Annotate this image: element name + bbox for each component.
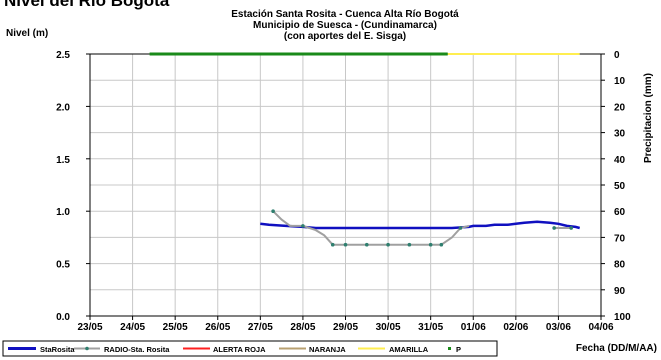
legend-label: P [456, 345, 461, 354]
y2-tick-label: 0 [614, 50, 620, 61]
radio-series-marker [364, 242, 369, 247]
y-tick-label: 1.5 [56, 155, 70, 166]
radio-series-marker [330, 242, 335, 247]
y-tick-label: 0.5 [56, 260, 70, 271]
chart-title-line-2: Municipio de Suesca - (Cundinamarca) [253, 20, 437, 31]
radio-series-marker [386, 242, 390, 247]
y2-tick-label: 80 [614, 260, 626, 271]
y-axis-label: Nivel (m) [6, 28, 48, 39]
radio-series-marker [343, 242, 348, 247]
y2-axis-label: Precipitacion (mm) [643, 73, 654, 163]
radio-series-marker [439, 242, 444, 247]
x-axis-ticks: 23/05 24/05 25/05 26/05 27/05 28/05 29/05 30/05… [77, 316, 614, 333]
chart-title-line-1: Estación Santa Rosita - Cuenca Alta Río … [231, 9, 459, 20]
right-axis-ticks: 0 10 20 30 40 50 60 70 80 90 100 [601, 50, 631, 323]
y2-tick-label: 40 [614, 155, 626, 166]
radio-series-marker [552, 226, 556, 230]
legend-swatch-p [448, 347, 451, 350]
radio-series-marker [407, 242, 412, 247]
x-tick-label: 23/05 [77, 322, 102, 333]
series-layer [149, 52, 581, 247]
y-tick-label: 0.0 [56, 312, 70, 323]
radio-series-marker [428, 242, 433, 247]
cut-off-heading-text: Nivel del Río Bogotá [4, 0, 170, 10]
chart-title-line-3: (con aportes del E. Sisga) [283, 31, 407, 42]
grid-lines [89, 53, 602, 317]
y2-tick-label: 50 [614, 181, 626, 192]
y2-tick-label: 60 [614, 207, 626, 218]
x-tick-label: 30/05 [376, 322, 401, 333]
y-tick-label: 2.0 [56, 102, 70, 113]
radio-series-marker [271, 209, 275, 213]
x-axis-label: Fecha (DD/M/AA) [576, 343, 657, 354]
radio-series-marker [458, 226, 463, 230]
legend-label: AMARILLA [389, 345, 429, 354]
y2-tick-label: 30 [614, 129, 626, 140]
x-tick-label: 25/05 [163, 322, 188, 333]
x-tick-label: 24/05 [120, 322, 145, 333]
x-tick-label: 29/05 [333, 322, 358, 333]
radio-series-marker [569, 226, 573, 230]
y2-tick-label: 70 [614, 233, 626, 244]
cut-off-heading: Nivel del Río Bogotá [0, 0, 200, 10]
y2-tick-label: 20 [614, 102, 626, 113]
chart-title: Estación Santa Rosita - Cuenca Alta Río … [150, 9, 540, 42]
legend-label: StaRosita [40, 345, 75, 354]
y2-tick-label: 100 [614, 312, 631, 323]
x-tick-label: 01/06 [461, 322, 486, 333]
legend-swatch-marker [85, 346, 89, 351]
x-tick-label: 28/05 [290, 322, 315, 333]
y-tick-label: 1.0 [56, 207, 70, 218]
legend-label: ALERTA ROJA [213, 345, 266, 354]
y-tick-label: 2.5 [56, 50, 70, 61]
x-tick-label: 27/05 [248, 322, 273, 333]
y2-tick-label: 10 [614, 76, 626, 87]
legend-box [2, 340, 498, 357]
x-tick-label: 02/06 [503, 322, 528, 333]
x-tick-label: 04/06 [588, 322, 613, 333]
y2-tick-label: 90 [614, 286, 626, 297]
legend: StaRosita RADIO-Sta. Rosita ALERTA ROJA NAR… [2, 340, 498, 357]
legend-label: RADIO-Sta. Rosita [104, 345, 170, 354]
radio-series-marker [301, 224, 305, 228]
x-tick-label: 03/06 [546, 322, 571, 333]
x-tick-label: 26/05 [205, 322, 230, 333]
x-tick-label: 31/05 [418, 322, 443, 333]
left-axis-ticks: 0.0 0.5 1.0 1.5 2.0 2.5 [56, 50, 90, 323]
legend-label: NARANJA [309, 345, 346, 354]
